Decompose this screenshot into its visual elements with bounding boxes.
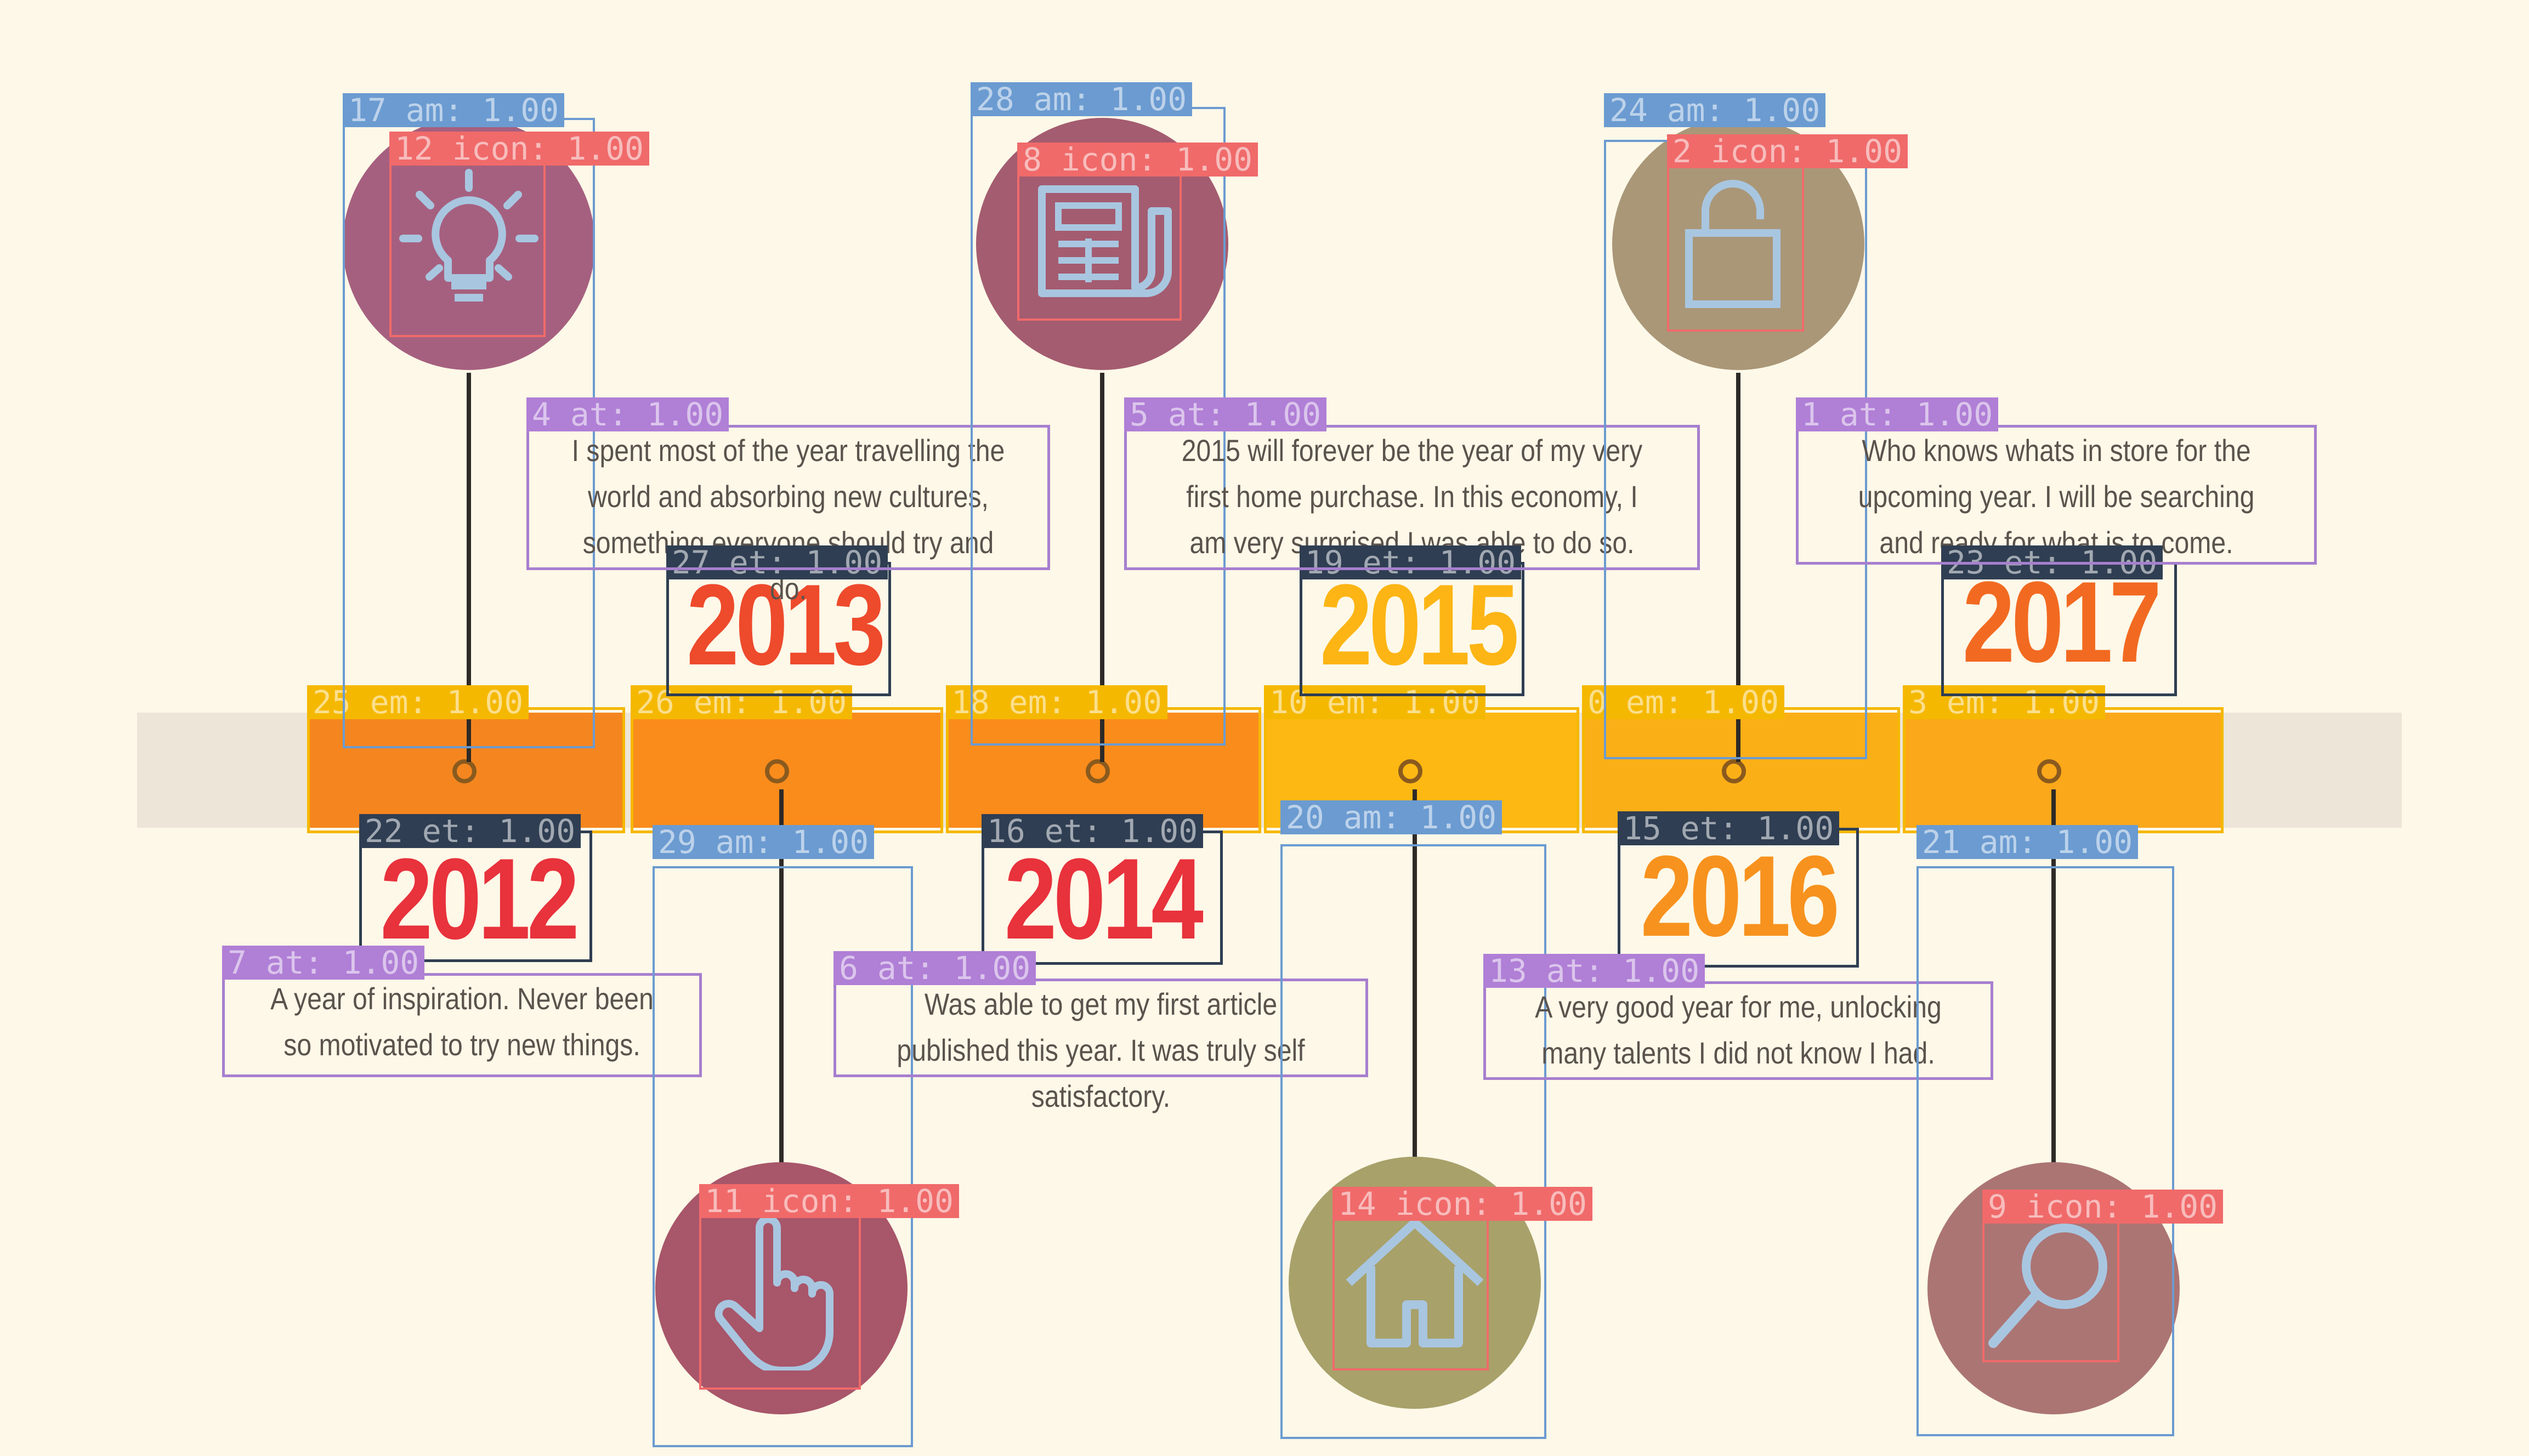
annotation-tag: 20 am: 1.00 — [1280, 800, 1502, 834]
year-label: 2013 — [686, 560, 886, 689]
year-label: 2015 — [1319, 560, 1519, 689]
annotation-tag: 14 icon: 1.00 — [1332, 1187, 1592, 1221]
annotation-tag: 13 at: 1.00 — [1483, 954, 1705, 988]
timeline-pin — [765, 759, 789, 783]
annotation-tag: 15 et: 1.00 — [1618, 811, 1840, 845]
annotation-tag: 4 at: 1.00 — [526, 397, 729, 431]
annotation-box-icon — [699, 1209, 861, 1390]
annotation-box-text — [1796, 425, 2317, 565]
unlock-icon — [1685, 180, 1780, 308]
annotation-box-band — [631, 707, 943, 833]
annotation-box-icon — [1332, 1212, 1489, 1370]
annotation-box-icon — [389, 140, 546, 337]
annotation-tag: 5 at: 1.00 — [1124, 397, 1327, 431]
timeline-pin — [1086, 759, 1110, 783]
annotation-box-year — [1618, 828, 1859, 968]
annotation-box-band — [1903, 707, 2224, 833]
annotation-tag: 7 at: 1.00 — [222, 946, 425, 980]
lightbulb-icon — [399, 169, 538, 302]
connector-line — [1100, 373, 1104, 762]
annotation-box-year — [1300, 562, 1524, 696]
annotation-tag: 17 am: 1.00 — [343, 93, 565, 127]
timeline-segment-2017 — [1903, 713, 2224, 828]
annotation-box-group — [1916, 866, 2174, 1436]
annotation-box-year — [666, 562, 891, 696]
annotation-tag: 27 et: 1.00 — [666, 545, 888, 579]
connector-line — [1413, 789, 1417, 1168]
year-label: 2016 — [1640, 832, 1840, 960]
milestone-description: Was able to get my first article publish… — [897, 987, 1305, 1113]
annotation-tag: 9 icon: 1.00 — [1982, 1190, 2224, 1224]
timeline-pin — [1398, 759, 1422, 783]
annotation-tag: 18 em: 1.00 — [946, 685, 1168, 719]
annotation-box-icon — [1667, 148, 1804, 332]
annotation-box-text — [1483, 981, 1993, 1080]
annotation-tag: 1 at: 1.00 — [1796, 397, 1999, 431]
annotation-box-group — [653, 866, 913, 1447]
pointer-hand-icon — [715, 1215, 833, 1370]
annotation-tag: 0 em: 1.00 — [1582, 685, 1785, 719]
annotation-tag: 21 am: 1.00 — [1916, 825, 2139, 859]
annotation-box-text — [222, 973, 702, 1077]
connector-line — [779, 789, 784, 1168]
annotation-tag: 16 et: 1.00 — [982, 814, 1204, 848]
annotation-tag: 29 am: 1.00 — [653, 825, 875, 859]
search-icon — [1988, 1224, 2107, 1348]
year-label: 2014 — [1004, 834, 1204, 963]
annotation-box-year — [1941, 562, 2177, 696]
milestone-description: A very good year for me, unlocking many … — [1535, 989, 1942, 1070]
annotation-box-group — [1280, 844, 1546, 1439]
annotation-tag: 24 am: 1.00 — [1604, 93, 1826, 127]
timeline-pin — [1722, 759, 1746, 783]
annotation-box-text — [526, 425, 1050, 570]
year-label: 2017 — [1962, 558, 2162, 686]
timeline-pin — [2037, 759, 2061, 783]
milestone-description: Who knows whats in store for the upcomin… — [1858, 433, 2255, 560]
annotation-box-year — [359, 831, 592, 962]
milestone-description: A year of inspiration. Never been so mot… — [270, 981, 654, 1062]
timeline-pin — [452, 759, 477, 783]
connector-line — [2051, 789, 2056, 1168]
newspaper-icon — [1038, 185, 1172, 297]
annotation-tag: 3 em: 1.00 — [1903, 685, 2106, 719]
annotation-tag: 11 icon: 1.00 — [699, 1184, 959, 1218]
annotation-tag: 22 et: 1.00 — [359, 814, 581, 848]
annotation-box-text — [1124, 425, 1700, 570]
year-label: 2012 — [380, 834, 579, 963]
annotation-tag: 2 icon: 1.00 — [1667, 134, 1908, 168]
home-icon — [1346, 1218, 1484, 1347]
annotation-box-icon — [1982, 1214, 2119, 1362]
connector-line — [1736, 373, 1740, 762]
annotation-box-year — [982, 831, 1223, 965]
annotation-tag: 12 icon: 1.00 — [389, 132, 649, 166]
annotation-tag: 28 am: 1.00 — [971, 82, 1193, 116]
annotation-tag: 8 icon: 1.00 — [1017, 143, 1258, 177]
annotation-tag: 19 et: 1.00 — [1300, 545, 1522, 579]
connector-line — [467, 373, 471, 762]
annotation-tag: 6 at: 1.00 — [833, 951, 1036, 985]
annotation-box-text — [833, 979, 1368, 1077]
